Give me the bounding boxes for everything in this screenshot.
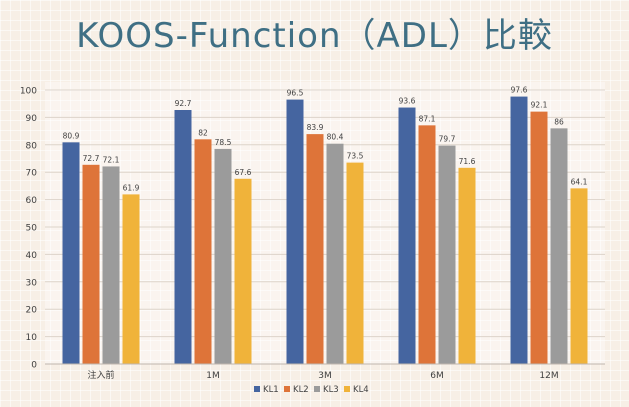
legend-label-kl1: KL1 [263,385,279,395]
data-label: 72.1 [103,155,120,164]
y-tick-label: 50 [26,224,38,234]
y-tick-label: 90 [26,114,38,124]
x-category-label: 6M [430,371,444,381]
data-label: 80.4 [327,133,344,142]
data-label: 96.5 [287,89,304,98]
bar-kl3 [214,148,232,364]
bar-kl2 [530,111,548,365]
y-tick-label: 10 [26,333,38,343]
bar-kl4 [346,162,364,364]
legend-label-kl4: KL4 [353,385,369,395]
data-label: 71.6 [459,157,476,166]
data-label: 72.7 [83,154,100,163]
data-label: 61.9 [123,183,140,192]
bar-kl4 [122,194,140,364]
data-label: 83.9 [307,123,324,132]
data-label: 92.1 [531,101,548,110]
y-tick-label: 60 [26,196,38,206]
bar-kl1 [398,107,416,364]
data-label: 78.5 [215,138,232,147]
data-label: 87.1 [419,114,436,123]
legend-swatch-kl2 [284,386,290,392]
y-tick-label: 80 [26,141,38,151]
bar-kl3 [438,145,456,364]
chart-title: KOOS-Function（ADL）比較 [76,16,553,56]
legend-label-kl2: KL2 [293,385,309,395]
legend-swatch-kl4 [344,386,350,392]
x-category-label: 注入前 [87,369,114,381]
bar-kl4 [234,178,252,364]
x-category-label: 1M [206,371,220,381]
data-label: 79.7 [439,135,456,144]
x-category-label: 12M [539,371,558,381]
bar-kl2 [194,139,212,364]
data-label: 67.6 [235,168,252,177]
y-tick-label: 30 [26,278,38,288]
bar-kl2 [82,164,100,364]
data-label: 82 [198,128,208,137]
y-tick-label: 70 [26,169,38,179]
y-tick-label: 20 [26,306,38,316]
y-tick-label: 0 [31,361,37,371]
y-tick-label: 100 [20,87,37,97]
bar-kl3 [326,143,344,364]
data-label: 73.5 [347,152,364,161]
bar-kl4 [570,188,588,364]
x-category-label: 3M [318,371,332,381]
bar-kl1 [174,110,192,364]
bar-kl1 [286,99,304,364]
legend-swatch-kl3 [314,386,320,392]
bar-kl3 [550,128,568,364]
data-label: 92.7 [175,99,192,108]
bar-kl3 [102,166,120,364]
y-tick-label: 40 [26,251,38,261]
data-label: 97.6 [511,86,528,95]
bar-kl2 [418,125,436,364]
bar-kl4 [458,167,476,364]
bar-kl1 [510,96,528,365]
data-label: 64.1 [571,177,588,186]
legend-label-kl3: KL3 [323,385,339,395]
bar-kl2 [306,134,324,364]
legend-swatch-kl1 [254,386,260,392]
bar-kl1 [62,142,80,364]
data-label: 93.6 [399,97,416,106]
data-label: 86 [554,117,564,126]
data-label: 80.9 [63,131,80,140]
